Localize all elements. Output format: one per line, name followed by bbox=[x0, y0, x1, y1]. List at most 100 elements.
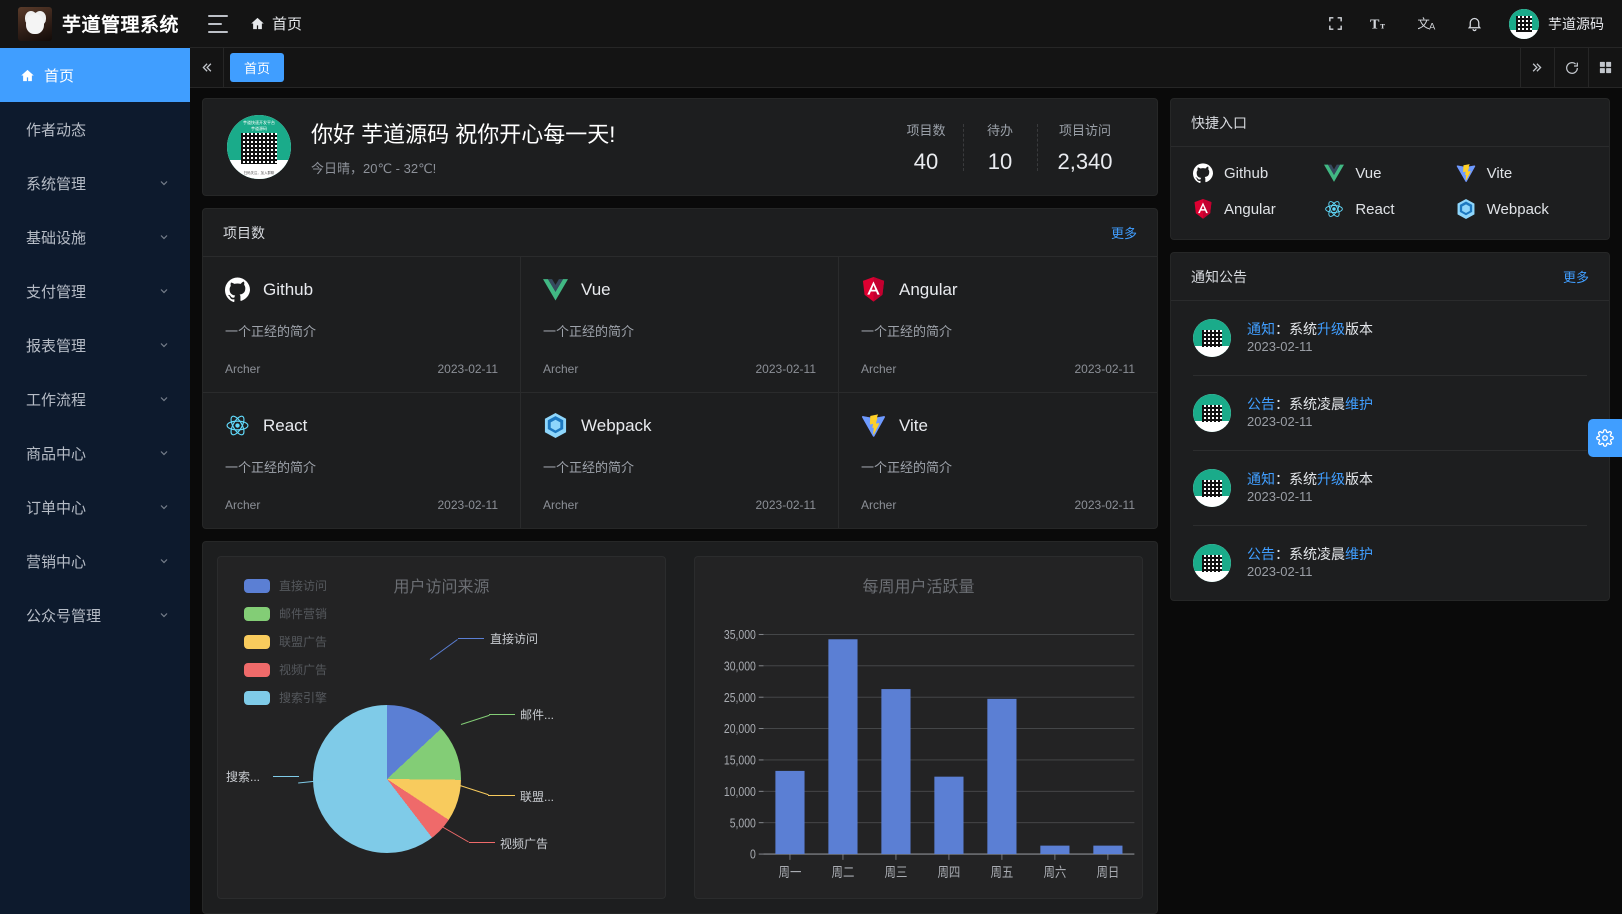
notice-title: 通知：系统升级版本 bbox=[1247, 471, 1373, 487]
project-card[interactable]: Vue 一个正经的简介 Archer 2023-02-11 bbox=[521, 257, 839, 393]
svg-text:A: A bbox=[1429, 20, 1436, 31]
notice-title: 公告：系统凌晨维护 bbox=[1247, 546, 1373, 562]
project-date: 2023-02-11 bbox=[755, 498, 817, 512]
project-card[interactable]: Vite 一个正经的简介 Archer 2023-02-11 bbox=[839, 393, 1157, 528]
project-name: React bbox=[263, 415, 308, 435]
notice-type: 公告 bbox=[1247, 546, 1275, 562]
legend-item[interactable]: 视频广告 bbox=[244, 661, 327, 678]
chevron-down-icon bbox=[158, 609, 170, 621]
notification-bell-icon[interactable] bbox=[1466, 15, 1483, 32]
brand-title: 芋道管理系统 bbox=[62, 15, 180, 36]
fullscreen-icon[interactable] bbox=[1327, 15, 1344, 32]
sidebar-item-home[interactable]: 首页 bbox=[0, 48, 190, 102]
legend-label: 视频广告 bbox=[279, 663, 328, 677]
svg-text:周二: 周二 bbox=[832, 865, 855, 880]
notice-item[interactable]: 公告：系统凌晨维护 2023-02-11 bbox=[1193, 376, 1587, 451]
brand[interactable]: 芋道管理系统 bbox=[0, 0, 190, 48]
page-scroll: 芋道快速开发平台芋道源码公众号 扫码关注，加入群聊 你好 芋道源码 祝你开心每一… bbox=[190, 88, 1622, 914]
refresh-icon[interactable] bbox=[1554, 48, 1588, 87]
chevron-double-left-icon[interactable] bbox=[190, 48, 224, 87]
notice-item[interactable]: 公告：系统凌晨维护 2023-02-11 bbox=[1193, 526, 1587, 600]
notice-highlight: 升级 bbox=[1317, 471, 1345, 487]
settings-fab-button[interactable] bbox=[1588, 419, 1622, 457]
sidebar-item-infra[interactable]: 基础设施 bbox=[0, 210, 190, 264]
notice-highlight: 维护 bbox=[1345, 546, 1373, 562]
quick-entry-vue[interactable]: Vue bbox=[1324, 163, 1455, 183]
language-icon[interactable]: 文 A bbox=[1418, 15, 1440, 33]
sidebar-item-workflow[interactable]: 工作流程 bbox=[0, 372, 190, 426]
sidebar-item-report[interactable]: 报表管理 bbox=[0, 318, 190, 372]
font-size-icon[interactable]: T т bbox=[1370, 15, 1392, 33]
grid-icon[interactable] bbox=[1588, 48, 1622, 87]
hamburger-icon[interactable] bbox=[208, 14, 228, 33]
sidebar-item-author[interactable]: 作者动态 bbox=[0, 102, 190, 156]
sidebar-item-system[interactable]: 系统管理 bbox=[0, 156, 190, 210]
notice-title: 公告：系统凌晨维护 bbox=[1247, 396, 1373, 412]
webpack-icon bbox=[1456, 199, 1476, 219]
sidebar: 首页 作者动态 系统管理 基础设施 支付管理 报表管理 工作流程 bbox=[0, 48, 190, 914]
notice-item[interactable]: 通知：系统升级版本 2023-02-11 bbox=[1193, 451, 1587, 526]
pie-chart-title: 用户访问来源 bbox=[393, 579, 490, 596]
sidebar-item-label: 报表管理 bbox=[26, 337, 87, 355]
legend-swatch bbox=[244, 634, 270, 649]
tab-list: 首页 bbox=[224, 48, 1520, 87]
panel-title: 项目数 bbox=[223, 224, 265, 241]
notices-more-link[interactable]: 更多 bbox=[1562, 270, 1589, 285]
breadcrumb[interactable]: 首页 bbox=[250, 13, 302, 34]
vite-icon bbox=[861, 413, 886, 438]
bar-chart-title: 每周用户活跃量 bbox=[862, 579, 975, 596]
projects-more-link[interactable]: 更多 bbox=[1110, 226, 1137, 241]
breadcrumb-label: 首页 bbox=[272, 16, 303, 33]
avatar bbox=[1509, 8, 1539, 39]
chevron-down-icon bbox=[158, 231, 170, 243]
quick-entry-vite[interactable]: Vite bbox=[1456, 163, 1587, 183]
sidebar-item-pay[interactable]: 支付管理 bbox=[0, 264, 190, 318]
svg-text:15,000: 15,000 bbox=[724, 754, 756, 768]
quick-entry-angular[interactable]: Angular bbox=[1193, 199, 1324, 219]
panel-title: 通知公告 bbox=[1191, 268, 1247, 285]
legend-swatch bbox=[244, 578, 270, 593]
pie-chart: 用户访问来源 直接访问 邮件营销 联盟广告 视频广告 搜索引擎 bbox=[217, 556, 666, 899]
project-date: 2023-02-11 bbox=[437, 498, 499, 512]
legend-item[interactable]: 搜索引擎 bbox=[244, 689, 327, 706]
username: 芋道源码 bbox=[1548, 15, 1604, 32]
notice-tail: 版本 bbox=[1345, 471, 1373, 487]
project-card[interactable]: Angular 一个正经的简介 Archer 2023-02-11 bbox=[839, 257, 1157, 393]
svg-text:25,000: 25,000 bbox=[724, 691, 756, 705]
greeting-title: 你好 芋道源码 祝你开心每一天! bbox=[311, 122, 616, 147]
chevron-double-right-icon[interactable] bbox=[1520, 48, 1554, 87]
quick-entry-label: Angular bbox=[1224, 200, 1276, 218]
tab-home[interactable]: 首页 bbox=[230, 53, 285, 82]
bar-chart: 每周用户活跃量 0 5,000 10,000 15,000 20,000 25,000 30… bbox=[694, 556, 1143, 899]
notices-list: 通知：系统升级版本 2023-02-11 公告：系统凌晨维护 bbox=[1171, 301, 1609, 600]
legend-item[interactable]: 联盟广告 bbox=[244, 633, 327, 650]
notice-type: 通知 bbox=[1247, 471, 1275, 487]
brand-logo-icon bbox=[18, 6, 52, 41]
legend-item[interactable]: 邮件营销 bbox=[244, 605, 327, 622]
stat-value: 10 bbox=[987, 148, 1013, 174]
sidebar-item-label: 基础设施 bbox=[26, 229, 87, 247]
quick-entry-card: 快捷入口 Github Vue bbox=[1170, 98, 1610, 240]
sidebar-item-product[interactable]: 商品中心 bbox=[0, 426, 190, 480]
sidebar-item-marketing[interactable]: 营销中心 bbox=[0, 534, 190, 588]
project-card[interactable]: Github 一个正经的简介 Archer 2023-02-11 bbox=[203, 257, 521, 393]
legend-label: 搜索引擎 bbox=[279, 691, 328, 705]
stat-label: 待办 bbox=[986, 122, 1013, 138]
legend-item[interactable]: 直接访问 bbox=[244, 577, 327, 594]
quick-entry-webpack[interactable]: Webpack bbox=[1456, 199, 1587, 219]
project-date: 2023-02-11 bbox=[755, 362, 817, 376]
project-desc: 一个正经的简介 bbox=[225, 324, 317, 339]
sidebar-item-order[interactable]: 订单中心 bbox=[0, 480, 190, 534]
quick-entry-github[interactable]: Github bbox=[1193, 163, 1324, 183]
sidebar-item-label: 首页 bbox=[44, 67, 75, 85]
sidebar-item-mp[interactable]: 公众号管理 bbox=[0, 588, 190, 642]
project-card[interactable]: Webpack 一个正经的简介 Archer 2023-02-11 bbox=[521, 393, 839, 528]
quick-entry-react[interactable]: React bbox=[1324, 199, 1455, 219]
chevron-down-icon bbox=[158, 447, 170, 459]
user-menu[interactable]: 芋道源码 bbox=[1509, 8, 1604, 39]
chevron-down-icon bbox=[158, 393, 170, 405]
project-author: Archer bbox=[543, 498, 579, 512]
notice-item[interactable]: 通知：系统升级版本 2023-02-11 bbox=[1193, 301, 1587, 376]
project-card[interactable]: React 一个正经的简介 Archer 2023-02-11 bbox=[203, 393, 521, 528]
greeting-card: 芋道快速开发平台芋道源码公众号 扫码关注，加入群聊 你好 芋道源码 祝你开心每一… bbox=[202, 98, 1158, 196]
